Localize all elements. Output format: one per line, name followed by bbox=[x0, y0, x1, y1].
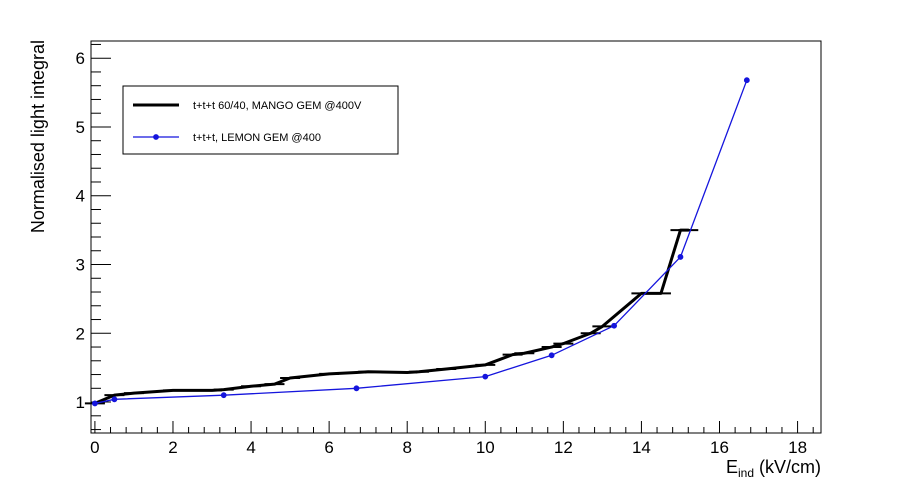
x-tick-label: 6 bbox=[324, 438, 333, 457]
x-tick-label: 12 bbox=[554, 438, 573, 457]
x-tick-label: 18 bbox=[788, 438, 807, 457]
x-axis-title-sub: ind bbox=[738, 466, 754, 480]
y-axis-title: Normalised light integral bbox=[28, 40, 48, 233]
data-point bbox=[111, 396, 118, 403]
legend-box bbox=[122, 85, 399, 155]
data-point bbox=[353, 385, 360, 392]
x-tick-label: 14 bbox=[632, 438, 651, 457]
x-tick-label: 10 bbox=[476, 438, 495, 457]
y-tick-label: 2 bbox=[76, 324, 85, 343]
data-point bbox=[677, 254, 684, 260]
y-tick-label: 4 bbox=[76, 187, 85, 206]
series-line bbox=[93, 228, 690, 405]
legend-label-lemon: t+t+t, LEMON GEM @400 bbox=[193, 132, 321, 144]
x-axis-title: Eind (kV/cm) bbox=[726, 457, 821, 480]
data-point bbox=[220, 392, 227, 399]
data-point bbox=[92, 400, 98, 407]
x-tick-label: 0 bbox=[90, 438, 99, 457]
data-point bbox=[611, 322, 618, 329]
x-tick-label: 16 bbox=[710, 438, 729, 457]
series-layer bbox=[84, 77, 750, 407]
x-tick-label: 4 bbox=[246, 438, 255, 457]
legend-marker-lemon bbox=[153, 134, 159, 140]
y-tick-label: 3 bbox=[76, 256, 85, 275]
x-tick-label: 2 bbox=[168, 438, 177, 457]
data-point bbox=[482, 373, 489, 380]
legend-label-mango: t+t+t 60/40, MANGO GEM @400V bbox=[193, 100, 362, 112]
x-axis-title-main: E bbox=[726, 457, 738, 477]
y-tick-label: 1 bbox=[76, 393, 85, 412]
x-axis-title-unit: (kV/cm) bbox=[754, 457, 821, 477]
data-point bbox=[548, 352, 555, 359]
data-point bbox=[743, 77, 750, 84]
x-tick-label: 8 bbox=[402, 438, 411, 457]
series-0 bbox=[84, 228, 699, 405]
y-tick-label: 6 bbox=[76, 49, 85, 68]
y-tick-label: 5 bbox=[76, 118, 85, 137]
legend: t+t+t 60/40, MANGO GEM @400V t+t+t, LEMO… bbox=[122, 85, 399, 155]
series-1 bbox=[92, 77, 750, 407]
